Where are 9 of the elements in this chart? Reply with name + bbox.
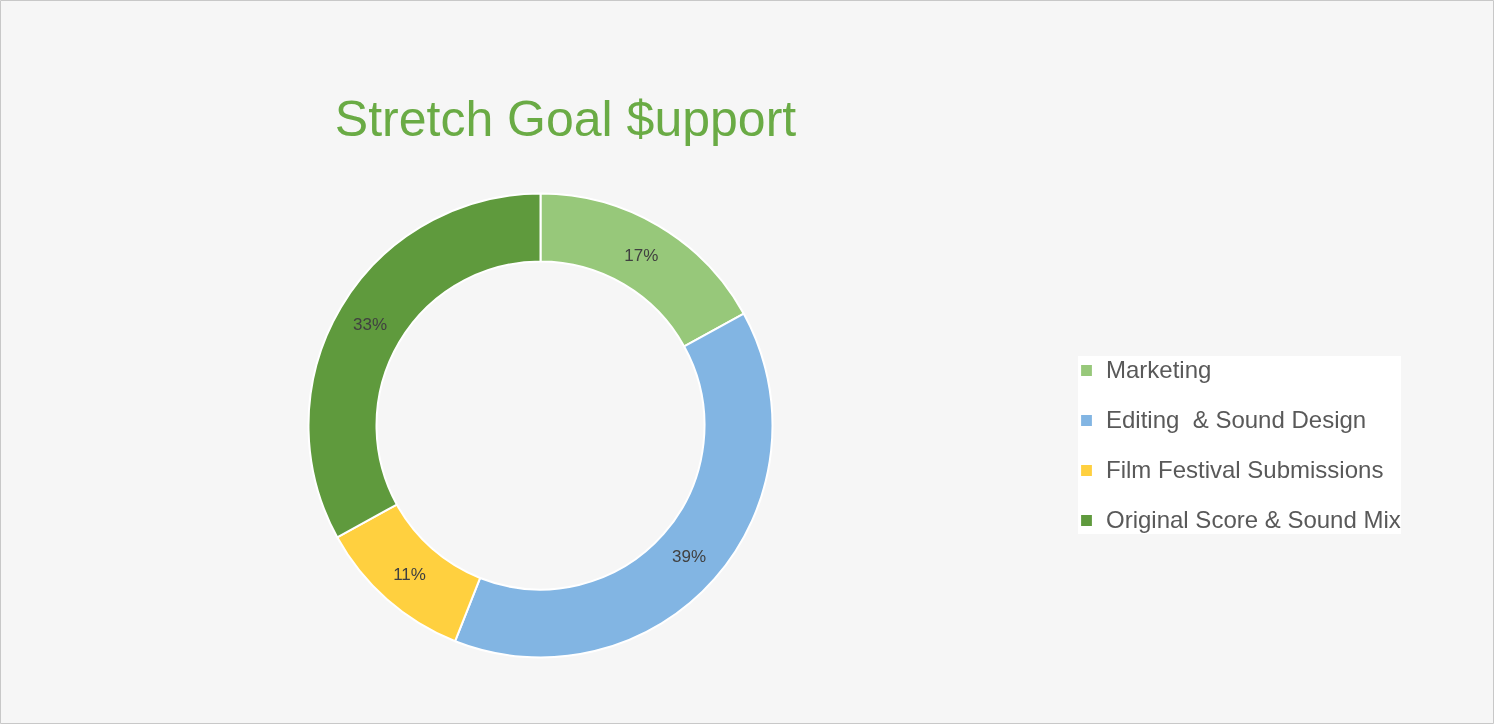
- data-label: 33%: [353, 315, 388, 335]
- data-label: 17%: [624, 245, 659, 265]
- chart-title: Stretch Goal $upport: [334, 90, 797, 147]
- legend-label: Original Score & Sound Mix: [1106, 506, 1401, 534]
- data-label: 11%: [393, 564, 426, 584]
- legend-label: Film Festival Submissions: [1106, 456, 1384, 484]
- data-label: 39%: [672, 546, 707, 566]
- legend-label: Editing & Sound Design: [1106, 406, 1367, 434]
- legend-label: Marketing: [1106, 356, 1212, 384]
